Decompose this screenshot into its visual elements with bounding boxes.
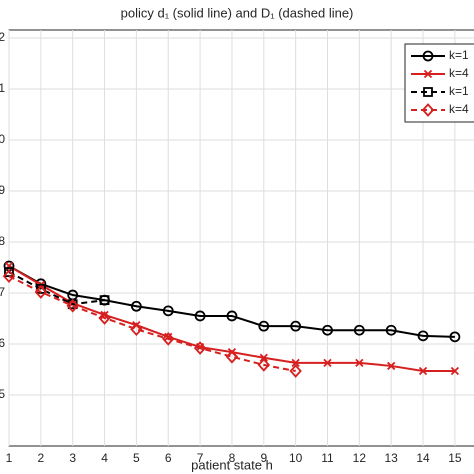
x-tick-label: 5 (133, 451, 140, 465)
plot-area (8, 29, 474, 447)
marker (130, 300, 142, 312)
y-tick-label: 2 (0, 30, 5, 44)
x-tick-label: 11 (321, 451, 334, 465)
marker (34, 285, 48, 299)
y-tick-label: 7 (0, 285, 5, 299)
x-tick-label: 4 (101, 451, 108, 465)
y-tick-label: 1 (0, 81, 5, 95)
marker (418, 366, 428, 376)
marker (162, 332, 175, 346)
y-tick-label: 9 (0, 183, 5, 197)
marker (385, 324, 397, 336)
marker (225, 349, 239, 364)
x-tick-label: 15 (448, 451, 462, 465)
series-line (8, 275, 296, 373)
marker (226, 310, 238, 322)
x-tick-label: 13 (385, 451, 399, 465)
marker (162, 305, 174, 317)
x-tick-label: 12 (353, 451, 367, 465)
legend-label: k=1 (449, 84, 469, 98)
x-tick-label: 6 (165, 451, 172, 465)
x-tick-label: 2 (38, 451, 45, 465)
marker (291, 358, 300, 368)
legend-label: k=4 (449, 66, 469, 80)
marker (4, 267, 14, 277)
x-tick-label: 1 (6, 451, 13, 465)
marker (193, 341, 207, 355)
marker (387, 361, 396, 371)
x-tick-label: 8 (229, 451, 236, 465)
marker (322, 324, 333, 336)
marker (290, 320, 302, 332)
marker (355, 358, 364, 368)
x-tick-label: 7 (197, 451, 204, 465)
marker (257, 358, 271, 372)
marker (353, 324, 365, 336)
x-tick-label: 14 (416, 451, 430, 465)
x-tick-label: 10 (289, 451, 303, 465)
marker (422, 50, 434, 62)
series-line (8, 265, 455, 338)
marker (323, 358, 332, 368)
marker (194, 310, 206, 322)
y-tick-label: 5 (0, 387, 5, 401)
marker (423, 87, 433, 97)
marker (259, 353, 268, 362)
marker (2, 269, 16, 284)
chart-title: policy d₁ (solid line) and D₁ (dashed li… (121, 5, 354, 20)
marker (417, 330, 429, 342)
x-axis-label: patient state h (191, 457, 273, 472)
marker (421, 103, 435, 117)
marker (450, 366, 460, 376)
marker (449, 331, 461, 343)
y-tick-label: 6 (0, 336, 5, 350)
marker (423, 69, 433, 79)
y-tick-label: 0 (0, 132, 5, 146)
y-tick-label: 8 (0, 234, 5, 248)
legend-label: k=1 (449, 48, 469, 62)
marker (99, 295, 110, 306)
legend-label: k=4 (449, 102, 469, 116)
marker (289, 364, 302, 378)
marker (98, 311, 111, 325)
series-line (8, 271, 105, 306)
legend: k=1 k=4 k=1 k=4 (404, 43, 474, 123)
x-tick-label: 9 (260, 451, 267, 465)
marker (130, 322, 143, 337)
marker (66, 298, 79, 313)
marker (258, 320, 270, 332)
x-tick-label: 3 (69, 451, 76, 465)
